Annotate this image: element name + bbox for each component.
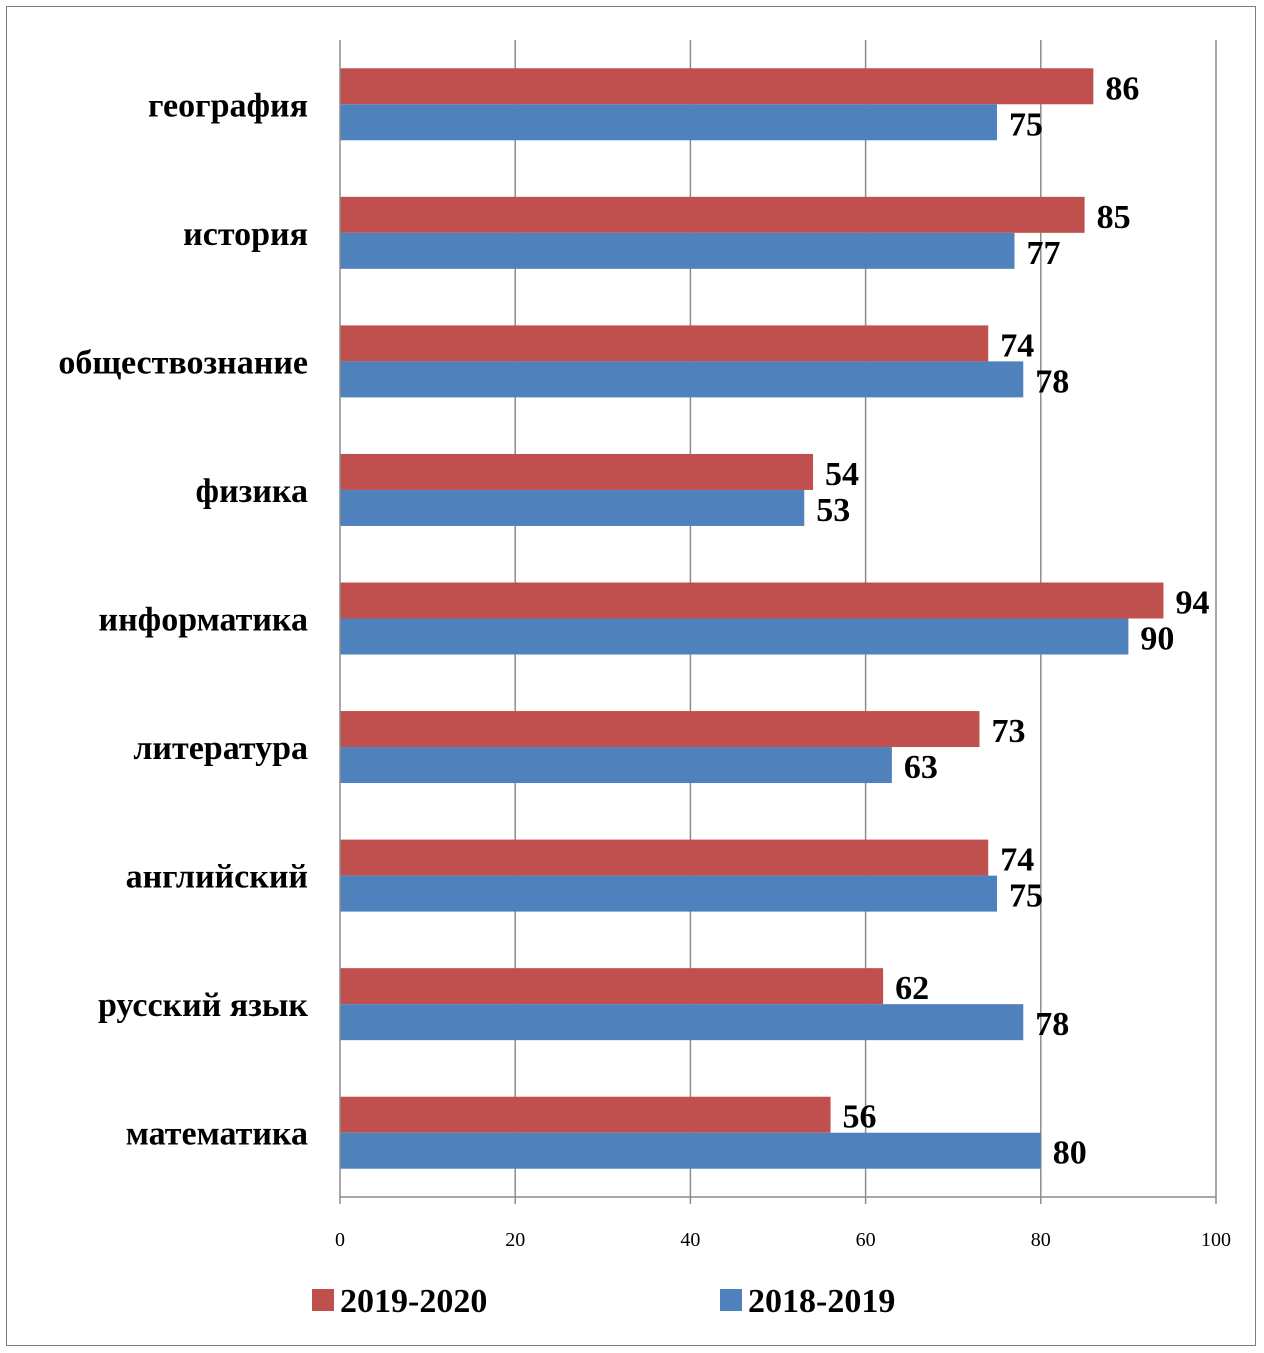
x-tick-label: 20 xyxy=(505,1229,525,1251)
data-label: 86 xyxy=(1105,70,1139,107)
category-label: обществознание xyxy=(58,344,308,381)
x-tick-label: 100 xyxy=(1201,1229,1231,1251)
bar-2018-2019 xyxy=(340,1132,1041,1169)
data-label: 62 xyxy=(895,970,929,1007)
data-label: 85 xyxy=(1097,199,1131,236)
bar-2018-2019 xyxy=(340,747,892,784)
data-label: 78 xyxy=(1035,1006,1069,1043)
x-tick-label: 80 xyxy=(1031,1229,1051,1251)
data-label: 94 xyxy=(1175,585,1209,622)
x-tick-label: 0 xyxy=(335,1229,345,1251)
data-label: 56 xyxy=(843,1099,877,1136)
bar-2019-2020 xyxy=(340,582,1164,619)
category-label: литература xyxy=(133,730,308,767)
bar-2019-2020 xyxy=(340,196,1085,233)
category-label: физика xyxy=(196,473,308,510)
data-label: 63 xyxy=(904,749,938,786)
bar-2018-2019 xyxy=(340,1004,1024,1041)
data-label: 90 xyxy=(1140,621,1174,658)
bar-2018-2019 xyxy=(340,232,1015,269)
data-label: 53 xyxy=(816,492,850,529)
bar-2019-2020 xyxy=(340,325,989,362)
data-label: 78 xyxy=(1035,363,1069,400)
data-label: 74 xyxy=(1000,327,1034,364)
category-label: информатика xyxy=(98,602,308,639)
category-label: математика xyxy=(126,1116,308,1153)
bar-2019-2020 xyxy=(340,453,814,490)
bar-2018-2019 xyxy=(340,361,1024,398)
labels: 0 20 40 60 80 100 география 86 75 история 85 77 обще… xyxy=(58,70,1231,1251)
bar-2018-2019 xyxy=(340,618,1129,655)
x-tick-label: 60 xyxy=(856,1229,876,1251)
bar-2019-2020 xyxy=(340,839,989,876)
legend-label: 2019-2020 xyxy=(340,1283,487,1320)
legend: 2019-2020 2018-2019 xyxy=(312,1283,895,1320)
category-label: английский xyxy=(126,859,308,896)
category-label: русский язык xyxy=(98,987,308,1024)
data-label: 73 xyxy=(991,713,1025,750)
data-label: 75 xyxy=(1009,106,1043,143)
data-label: 54 xyxy=(825,456,859,493)
bar-2019-2020 xyxy=(340,711,980,748)
bar-2018-2019 xyxy=(340,104,997,141)
data-label: 74 xyxy=(1000,842,1034,879)
category-label: география xyxy=(148,87,308,124)
x-tick-label: 40 xyxy=(680,1229,700,1251)
legend-swatch xyxy=(720,1289,742,1311)
bar-2019-2020 xyxy=(340,68,1094,105)
bar-2019-2020 xyxy=(340,968,884,1005)
legend-label: 2018-2019 xyxy=(748,1283,895,1320)
axes xyxy=(339,40,1217,1204)
bar-2018-2019 xyxy=(340,875,997,912)
data-label: 80 xyxy=(1053,1135,1087,1172)
bar-2018-2019 xyxy=(340,489,805,526)
data-label: 75 xyxy=(1009,878,1043,915)
legend-swatch xyxy=(312,1289,334,1311)
category-label: история xyxy=(183,216,308,253)
bars xyxy=(340,68,1164,1169)
bar-2019-2020 xyxy=(340,1096,831,1133)
data-label: 77 xyxy=(1027,235,1061,272)
